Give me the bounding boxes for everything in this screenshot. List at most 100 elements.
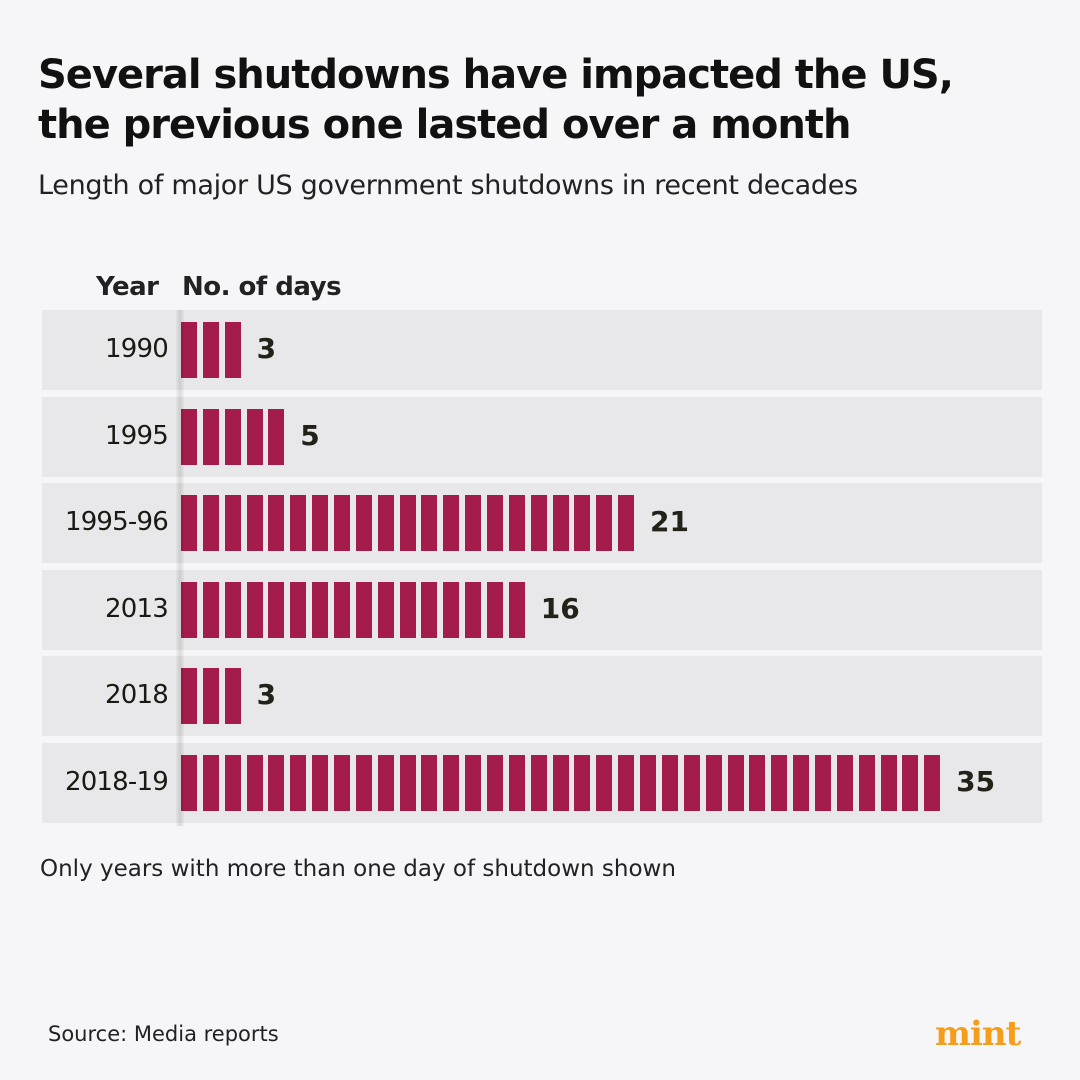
bar-day-segment	[880, 754, 897, 811]
bar-day-segment	[202, 408, 219, 465]
bar-day-segment	[202, 322, 219, 378]
chart-subtitle: Length of major US government shutdowns …	[38, 170, 858, 201]
bar-day-segment	[312, 581, 329, 638]
bar-row: 1995 5	[42, 396, 1042, 477]
bar-day-segment	[399, 581, 416, 638]
bar-day-segment	[421, 495, 438, 551]
bar-day-segment	[814, 754, 831, 811]
bar-day-segment	[902, 754, 919, 811]
bar-day-segment	[181, 322, 197, 378]
bar-day-segment	[618, 754, 635, 811]
bar-day-segment	[290, 495, 307, 551]
value-label: 5	[300, 418, 320, 452]
bar-row: 1990 3	[42, 310, 1042, 390]
bar-day-segment	[224, 322, 241, 378]
value-label: 3	[256, 332, 277, 365]
bar-day-segment	[596, 495, 613, 551]
year-label: 2018-19	[64, 766, 169, 797]
value-label: 16	[540, 591, 580, 625]
days-column-header: No. of days	[182, 272, 342, 302]
bar-row: 2013 16	[42, 569, 1042, 650]
mint-logo: mint	[935, 1014, 1021, 1054]
bar-day-segment	[552, 754, 569, 811]
bar-day-segment	[377, 581, 394, 638]
bar-day-segment	[268, 581, 285, 638]
bar-day-segment	[508, 754, 525, 811]
bar-day-segment	[399, 495, 416, 551]
bar-day-segment	[224, 754, 241, 811]
bar-day-segment	[618, 495, 635, 551]
bar-day-segment	[202, 495, 219, 551]
bar-day-segment	[202, 581, 219, 638]
year-column-header: Year	[96, 272, 159, 302]
bar-day-segment	[312, 754, 329, 811]
bar-day-segment	[771, 754, 788, 811]
bar-day-segment	[508, 581, 525, 638]
value-label: 35	[956, 764, 996, 798]
bar-day-segment	[224, 495, 241, 551]
bar-day-segment	[596, 754, 613, 811]
bar-day-segment	[334, 495, 351, 551]
bar-day-segment	[202, 754, 219, 811]
bar-day-segment	[246, 408, 263, 465]
value-label: 21	[650, 505, 690, 538]
bar-row: 2018-19 35	[42, 742, 1042, 823]
bar-day-segment	[181, 668, 197, 724]
bar-row: 2018 3	[42, 656, 1042, 736]
bar-day-segment	[334, 581, 351, 638]
chart-title: Several shutdowns have impacted the US, …	[38, 50, 954, 150]
bar-day-segment	[836, 754, 853, 811]
source-note: Source: Media reports	[48, 1022, 279, 1046]
bar-day-segment	[246, 581, 263, 638]
bar-day-segment	[443, 581, 460, 638]
bar-day-segment	[465, 754, 482, 811]
bar-day-segment	[749, 754, 766, 811]
bar-day-segment	[181, 581, 197, 638]
bar-day-segment	[290, 754, 307, 811]
bar-day-segment	[574, 754, 591, 811]
bar-day-segment	[202, 668, 219, 724]
bar-day-segment	[421, 754, 438, 811]
bar-day-segment	[443, 754, 460, 811]
bar-day-segment	[640, 754, 657, 811]
bar-day-segment	[312, 495, 329, 551]
bar-day-segment	[246, 754, 263, 811]
bar-day-segment	[661, 754, 678, 811]
axis-line	[176, 310, 184, 826]
bar-day-segment	[508, 495, 525, 551]
bar-day-segment	[487, 754, 504, 811]
bar-day-segment	[246, 495, 263, 551]
bar-day-segment	[443, 495, 460, 551]
bar-day-segment	[355, 754, 372, 811]
bar-day-segment	[268, 495, 285, 551]
value-label: 3	[256, 678, 277, 711]
bar-day-segment	[530, 495, 547, 551]
bar-day-segment	[355, 581, 372, 638]
bar-day-segment	[552, 495, 569, 551]
bar-day-segment	[793, 754, 810, 811]
title-line-2: the previous one lasted over a month	[38, 102, 851, 148]
bar-day-segment	[181, 754, 197, 811]
bar-day-segment	[224, 581, 241, 638]
bar-day-segment	[377, 754, 394, 811]
bar-day-segment	[290, 581, 307, 638]
year-label: 1990	[105, 334, 169, 364]
bar-day-segment	[705, 754, 722, 811]
year-label: 1995	[105, 420, 169, 451]
title-line-1: Several shutdowns have impacted the US,	[38, 52, 954, 98]
bar-day-segment	[487, 495, 504, 551]
bar-day-segment	[224, 668, 241, 724]
bar-day-segment	[487, 581, 504, 638]
bar-day-segment	[465, 495, 482, 551]
year-label: 2013	[105, 593, 169, 624]
bar-day-segment	[465, 581, 482, 638]
bar-day-segment	[727, 754, 744, 811]
bar-day-segment	[421, 581, 438, 638]
bar-day-segment	[683, 754, 700, 811]
year-label: 2018	[105, 680, 169, 710]
bar-day-segment	[858, 754, 875, 811]
bar-day-segment	[181, 495, 197, 551]
bar-day-segment	[399, 754, 416, 811]
bar-day-segment	[355, 495, 372, 551]
